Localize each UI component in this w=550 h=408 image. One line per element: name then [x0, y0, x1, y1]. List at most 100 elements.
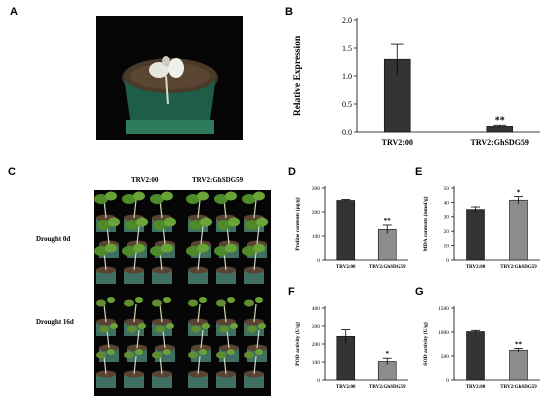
leaf — [94, 246, 108, 256]
leaf — [138, 323, 146, 329]
leaf — [214, 194, 228, 204]
stem — [103, 303, 107, 323]
leaf — [107, 297, 115, 303]
y-tick-label-f: 0 — [317, 378, 320, 384]
leaf — [188, 351, 198, 359]
chart-f: 0 100 200 300 400 POD activity (U/g) TRV2:00 * T… — [290, 300, 412, 400]
leaf — [135, 349, 143, 355]
stem — [253, 355, 257, 375]
pot — [244, 270, 264, 284]
x-tick-label-f-2: TRV2:GhSDG59 — [369, 385, 406, 390]
panel-label-a: A — [10, 6, 18, 18]
stem — [256, 329, 260, 349]
panel-label-b: B — [285, 6, 293, 18]
column-header-trv2-00: TRV2:00 — [131, 176, 159, 184]
bar-e-2 — [509, 199, 528, 261]
leaf — [242, 246, 256, 256]
leaf — [152, 351, 162, 359]
pot — [152, 270, 172, 284]
y-tick-label-e: 0 — [446, 258, 449, 264]
leaf — [152, 299, 162, 307]
panel-label-g: G — [415, 286, 424, 298]
leaf — [108, 217, 120, 227]
leaf — [133, 243, 145, 253]
leaf — [163, 349, 171, 355]
significance-f-2: * — [386, 350, 390, 358]
leaf — [124, 299, 134, 307]
y-tick-label-d: 200 — [312, 210, 321, 216]
leaf — [258, 323, 266, 329]
leaf — [247, 325, 257, 333]
y-tick-label-e: 40 — [444, 200, 450, 206]
pot — [216, 374, 236, 388]
chart-e: 0 10 20 30 40 50 MDA contents (nmol/g) TRV2:00 *… — [418, 180, 544, 280]
leaf — [105, 191, 117, 201]
x-tick-label-g-2: TRV2:GhSDG59 — [500, 385, 537, 390]
leaf — [244, 351, 254, 359]
y-tick-label-d: 300 — [312, 186, 321, 192]
y-tick-label-d: 0 — [317, 258, 320, 264]
stem — [256, 225, 260, 245]
x-tick-label-d-1: TRV2:00 — [336, 265, 356, 270]
leaf — [110, 323, 118, 329]
y-tick-label-e: 20 — [444, 229, 450, 235]
leaf — [99, 325, 109, 333]
chart-b: 0.0 0.5 1.0 1.5 2.0 Relative Expression TRV2:0… — [282, 12, 544, 162]
leaf — [136, 217, 148, 227]
pot — [124, 270, 144, 284]
y-axis-label-f: POD activity (U/g) — [294, 322, 301, 366]
pot — [124, 374, 144, 388]
pot — [96, 270, 116, 284]
pot — [152, 374, 172, 388]
leaf — [107, 349, 115, 355]
stem — [200, 225, 204, 245]
y-axis-label-g: SOD activity (U/g) — [422, 322, 429, 366]
leaf — [225, 243, 237, 253]
leaf — [153, 220, 167, 230]
leaf — [161, 191, 173, 201]
leaf — [97, 220, 111, 230]
significance-g-2: ** — [515, 341, 523, 349]
pot — [216, 270, 236, 284]
leaf — [242, 194, 256, 204]
chart-g: 0 500 1000 1500 SOD activity (U/g) TRV2:00 ** T… — [418, 300, 544, 400]
leaf — [155, 325, 165, 333]
stem — [106, 329, 110, 349]
y-axis-label-b: Relative Expression — [293, 35, 303, 116]
leaf — [199, 349, 207, 355]
y-tick-label-f: 300 — [312, 324, 321, 330]
stem — [223, 303, 227, 323]
leaf — [188, 299, 198, 307]
leaf — [197, 243, 209, 253]
leaf — [253, 191, 265, 201]
bar-d-1 — [336, 200, 356, 261]
leaf — [245, 220, 259, 230]
stem — [133, 199, 137, 219]
leaf — [164, 217, 176, 227]
leaf — [125, 220, 139, 230]
photo-c-drought — [94, 190, 271, 396]
leaf — [230, 323, 238, 329]
x-tick-label-d-2: TRV2:GhSDG59 — [369, 265, 406, 270]
x-tick-label-e-2: TRV2:GhSDG59 — [500, 265, 537, 270]
leaf — [191, 325, 201, 333]
leaf — [255, 349, 263, 355]
stem — [197, 355, 201, 375]
stem — [200, 329, 204, 349]
y-tick-label-f: 100 — [312, 360, 321, 366]
row-label-drought-0d: Drought 0d — [36, 235, 71, 243]
leaf — [200, 217, 212, 227]
y-tick-label-e: 50 — [444, 186, 450, 192]
significance-e-2: * — [517, 189, 521, 197]
panel-label-f: F — [288, 286, 295, 298]
leaf — [127, 325, 137, 333]
leaf — [214, 246, 228, 256]
stem — [197, 251, 201, 271]
stem — [253, 303, 257, 323]
leaf — [255, 297, 263, 303]
stem — [197, 199, 201, 219]
y-tick-label-g: 1500 — [438, 306, 449, 312]
bar-d-2 — [377, 228, 397, 261]
leaf — [197, 191, 209, 201]
leaf — [122, 246, 136, 256]
